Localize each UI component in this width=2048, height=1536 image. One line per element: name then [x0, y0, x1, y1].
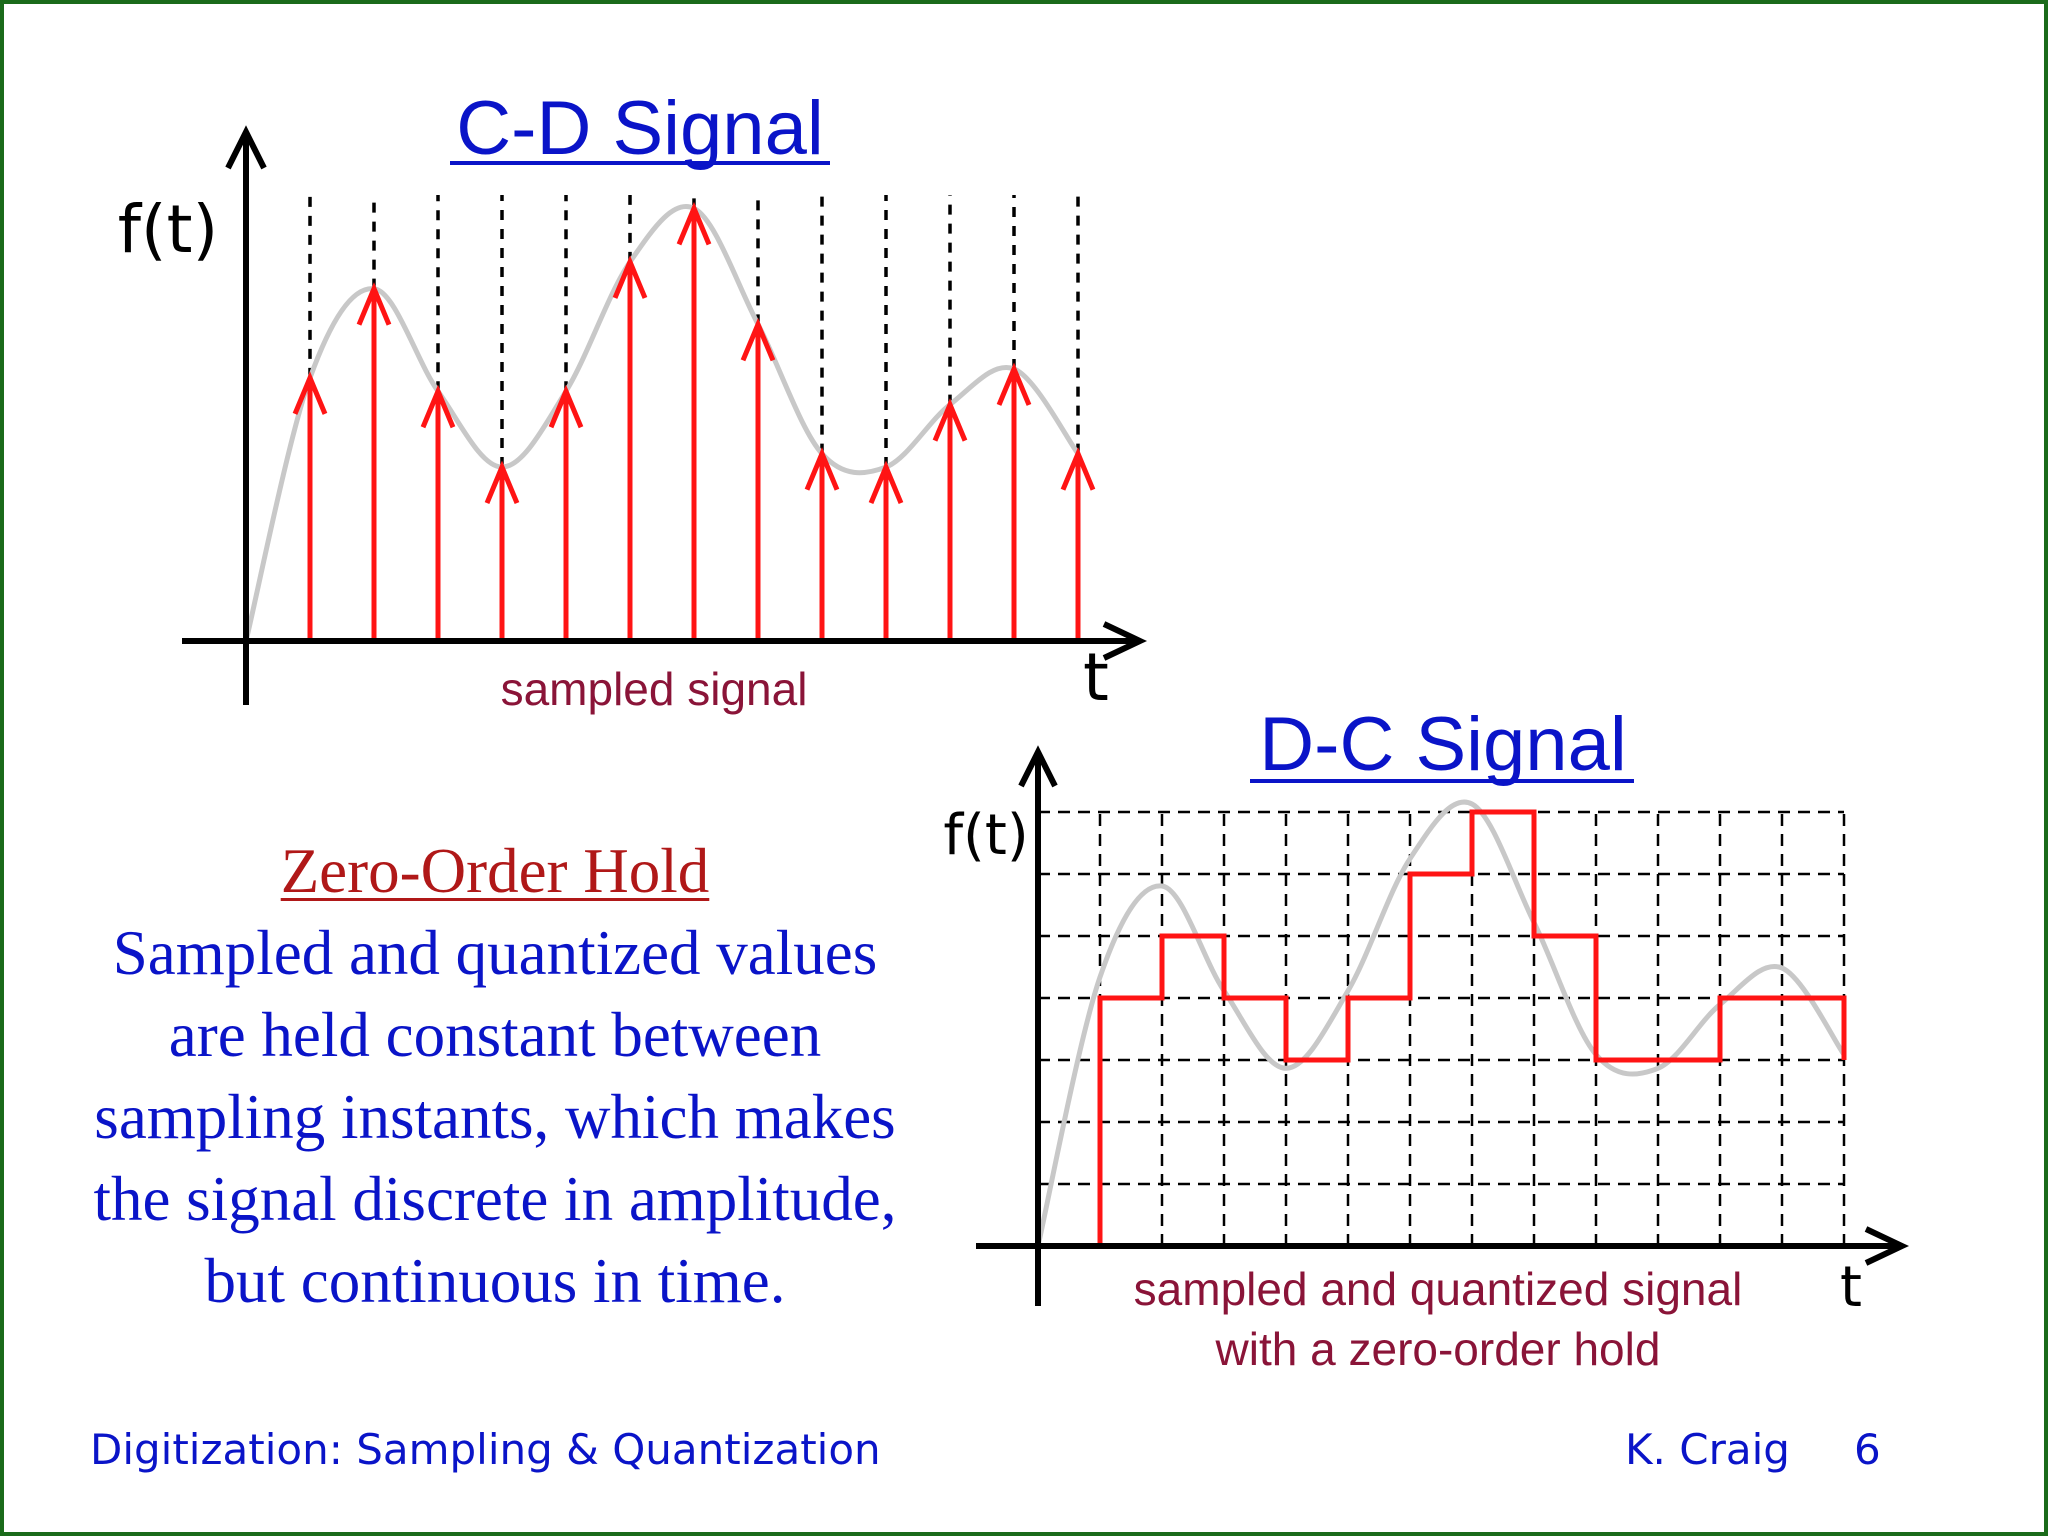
cd-sample-arrowhead	[932, 398, 968, 442]
footer-author: K. Craig	[1625, 1425, 1790, 1474]
cd-sample-arrowhead	[420, 384, 456, 429]
cd-sample-arrowhead	[484, 460, 520, 505]
cd-sample-arrowhead	[612, 255, 648, 299]
cd-sample-arrowhead	[868, 460, 904, 505]
footer-page-number: 6	[1854, 1425, 1881, 1474]
zoh-line-4: the signal discrete in amplitude,	[93, 1164, 897, 1234]
cd-sample-arrowhead	[740, 317, 776, 362]
dc-chart-title: D-C Signal	[1259, 702, 1626, 787]
cd-sample-arrows	[292, 201, 1096, 641]
cd-chart-title: C-D Signal	[456, 86, 823, 171]
dc-quantization-grid	[1038, 810, 1846, 1246]
cd-sample-arrowhead	[676, 201, 712, 246]
dc-zero-order-hold-signal	[1038, 809, 1847, 1249]
cd-continuous-signal	[243, 204, 1081, 642]
cd-x-label: t	[1083, 639, 1109, 716]
cd-sample-arrowhead	[996, 362, 1032, 406]
cd-sample-guides	[308, 195, 1080, 468]
zoh-line-2: are held constant between	[168, 1000, 822, 1070]
zoh-line-1: Sampled and quantized values	[112, 918, 878, 988]
dc-y-label: f(t)	[943, 803, 1028, 868]
zoh-title: Zero-Order Hold	[280, 836, 710, 906]
cd-sample-arrowhead	[1060, 447, 1096, 491]
cd-x-axis-arrowhead	[1102, 621, 1148, 661]
footer-title: Digitization: Sampling & Quantization	[90, 1425, 881, 1474]
dc-x-label: t	[1840, 1255, 1862, 1320]
cd-sample-arrowhead	[548, 384, 584, 429]
cd-sample-arrowhead	[356, 282, 392, 326]
dc-chart: D-C Signal f(t) t sampled and quantized …	[943, 702, 1910, 1375]
dc-caption-line2: with a zero-order hold	[1215, 1323, 1661, 1375]
cd-sample-arrowhead	[804, 447, 840, 491]
zoh-line-3: sampling instants, which makes	[94, 1082, 896, 1152]
dc-x-axis-arrowhead	[1864, 1226, 1910, 1266]
dc-continuous-signal	[1035, 799, 1847, 1247]
cd-y-axis-arrowhead	[225, 125, 267, 170]
cd-sample-arrowhead	[292, 371, 328, 415]
cd-y-label: f(t)	[118, 191, 219, 268]
cd-chart: C-D Signal f(t) t sampled signal	[118, 86, 1148, 716]
dc-y-axis-arrowhead	[1018, 745, 1058, 788]
dc-caption-line1: sampled and quantized signal	[1134, 1263, 1743, 1315]
zoh-line-5: but continuous in time.	[204, 1246, 786, 1316]
cd-caption: sampled signal	[501, 663, 808, 715]
zero-order-hold-description: Zero-Order Hold Sampled and quantized va…	[40, 830, 950, 1322]
